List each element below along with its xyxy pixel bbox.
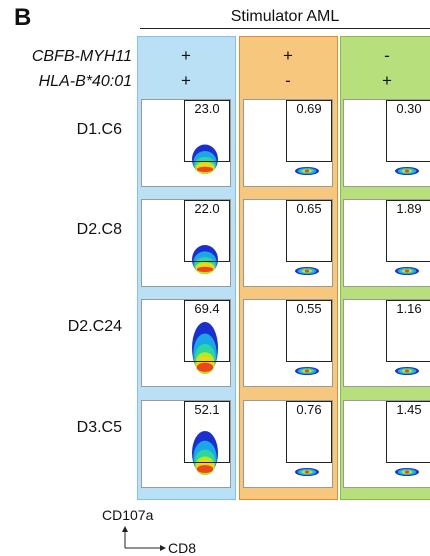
sign-hla-col3: + (382, 71, 392, 90)
gate-box (286, 200, 332, 262)
flow-plot-d2c8-col3: 1.89 (343, 199, 430, 287)
gate-percentage: 1.16 (396, 301, 422, 316)
flow-plot-d2c8-col2: 0.65 (243, 199, 333, 287)
flow-plot-d1c6-col1: 23.0 (141, 99, 231, 187)
panel-letter: B (14, 4, 32, 31)
gate-box (386, 100, 430, 162)
gate-box (286, 300, 332, 362)
sign-cbfb-col1: + (181, 46, 191, 65)
gate-percentage: 1.45 (396, 402, 422, 417)
y-axis-label: CD107a (102, 507, 154, 523)
gate-percentage: 52.1 (194, 402, 220, 417)
density-blob (295, 468, 319, 476)
gate-box (184, 401, 230, 463)
density-blob (395, 267, 419, 275)
genotype-label-hla: HLA-B*40:01 (38, 73, 132, 90)
flow-plot-d3c5-col2: 0.76 (243, 400, 333, 488)
density-blob (395, 167, 419, 175)
header-rule (140, 28, 430, 29)
density-blob (395, 468, 419, 476)
gate-box (286, 401, 332, 463)
gate-box (286, 100, 332, 162)
x-axis-label: CD8 (168, 540, 197, 556)
gate-percentage: 0.30 (396, 101, 422, 116)
sample-label-d1c6: D1.C6 (76, 121, 122, 138)
flow-plot-d2c24-col3: 1.16 (343, 299, 430, 387)
gate-percentage: 0.65 (296, 201, 322, 216)
stimulator-header: Stimulator AML (230, 8, 340, 25)
density-blob (295, 367, 319, 375)
gate-box (386, 200, 430, 262)
density-blob (295, 167, 319, 175)
gate-box (184, 200, 230, 262)
flow-plot-d3c5-col1: 52.1 (141, 400, 231, 488)
flow-plot-d3c5-col3: 1.45 (343, 400, 430, 488)
sample-label-d2c24: D2.C24 (67, 318, 122, 335)
gate-percentage: 0.55 (296, 301, 322, 316)
genotype-label-cbfb: CBFB-MYH11 (31, 48, 132, 65)
gate-percentage: 0.76 (296, 402, 322, 417)
sign-cbfb-col3: - (384, 46, 390, 65)
gate-box (386, 401, 430, 463)
gate-percentage: 23.0 (194, 101, 220, 116)
density-blob (192, 144, 218, 174)
gate-percentage: 22.0 (194, 201, 220, 216)
flow-plot-d2c24-col1: 69.4 (141, 299, 231, 387)
density-blob (395, 367, 419, 375)
density-blob (295, 267, 319, 275)
gate-percentage: 69.4 (194, 301, 220, 316)
sign-cbfb-col2: + (283, 46, 293, 65)
gate-percentage: 1.89 (396, 201, 422, 216)
sign-hla-col1: + (181, 71, 191, 90)
gate-box (386, 300, 430, 362)
flow-plot-d2c24-col2: 0.55 (243, 299, 333, 387)
sample-label-d2c8: D2.C8 (76, 221, 122, 238)
sign-hla-col2: - (285, 71, 291, 90)
flow-plot-d2c8-col1: 22.0 (141, 199, 231, 287)
gate-box (184, 100, 230, 162)
axis-arrows (122, 526, 166, 551)
sample-label-d3c5: D3.C5 (76, 419, 122, 436)
flow-plot-d1c6-col2: 0.69 (243, 99, 333, 187)
density-blob (192, 430, 218, 475)
gate-percentage: 0.69 (296, 101, 322, 116)
gate-box (184, 300, 230, 362)
flow-plot-d1c6-col3: 0.30 (343, 99, 430, 187)
